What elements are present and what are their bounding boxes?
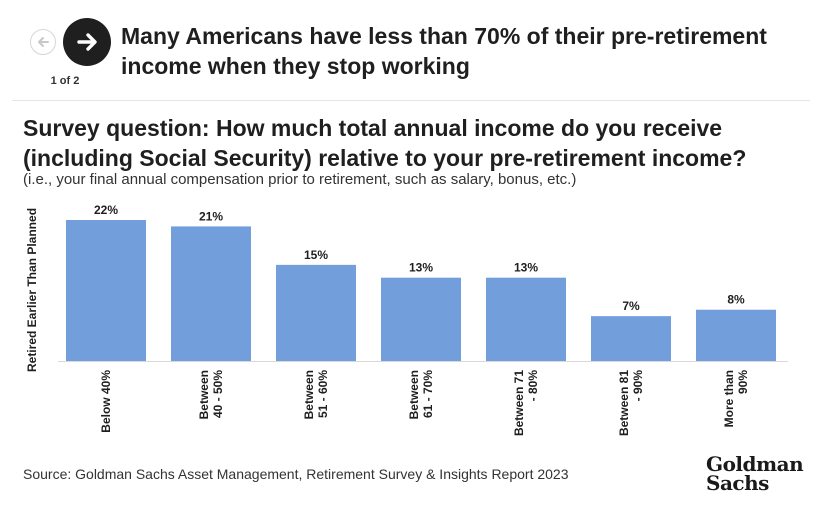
next-button[interactable] [63, 18, 111, 66]
bar-value-label: 22% [94, 203, 118, 217]
x-tick-label-line: Between [302, 370, 316, 419]
x-tick-label: More than 90% [722, 370, 750, 428]
bar-value-label: 21% [199, 209, 223, 223]
bar [66, 220, 146, 361]
x-tick-label-line: Below 40% [99, 370, 113, 433]
x-tick-label-line: Between [407, 370, 421, 419]
x-tick-label-line: - 80% [526, 370, 540, 402]
bar-value-label: 7% [622, 299, 640, 313]
bar-value-label: 15% [304, 248, 328, 262]
bar [696, 309, 776, 361]
bar [276, 264, 356, 361]
arrow-right-icon [77, 33, 97, 51]
bar-value-label: 13% [409, 261, 433, 275]
slide-headline: Many Americans have less than 70% of the… [121, 23, 767, 79]
chart-title: Survey question: How much total annual i… [23, 115, 747, 171]
source-note: Source: Goldman Sachs Asset Management, … [23, 466, 569, 482]
logo-line-1: Goldman [706, 452, 804, 476]
bar-value-label: 8% [727, 293, 745, 307]
x-tick-label: Between 61 - 70% [407, 370, 435, 420]
x-tick-label-line: 61 - 70% [421, 370, 435, 418]
arrow-left-icon [38, 37, 49, 47]
header-divider [12, 100, 810, 101]
page-indicator: 1 of 2 [50, 75, 80, 87]
x-tick-label-line: 90% [736, 370, 750, 394]
bar [171, 226, 251, 361]
previous-button[interactable] [30, 29, 56, 55]
chart-subtitle: (i.e., your final annual compensation pr… [23, 171, 577, 188]
x-tick-label-line: 40 - 50% [211, 370, 225, 418]
bar [486, 277, 566, 361]
bar [381, 277, 461, 361]
bar [591, 316, 671, 361]
x-tick-label-line: Between 81 [617, 370, 631, 436]
x-tick-label-line: More than [722, 370, 736, 427]
x-tick-label-line: 51 - 60% [316, 370, 330, 418]
goldman-sachs-logo: Goldman Sachs [706, 452, 804, 495]
x-tick-label: Between 51 - 60% [302, 370, 330, 420]
x-tick-label-line: Between [197, 370, 211, 419]
x-tick-label: Between 40 - 50% [197, 370, 225, 420]
x-tick-label-line: Between 71 [512, 370, 526, 436]
x-tick-label: Between 71- 80% [512, 370, 540, 436]
x-tick-label-line: - 90% [631, 370, 645, 402]
x-tick-label: Below 40% [99, 370, 113, 433]
bar-value-label: 13% [514, 261, 538, 275]
logo-line-2: Sachs [706, 471, 769, 495]
x-tick-label: Between 81- 90% [617, 370, 645, 436]
